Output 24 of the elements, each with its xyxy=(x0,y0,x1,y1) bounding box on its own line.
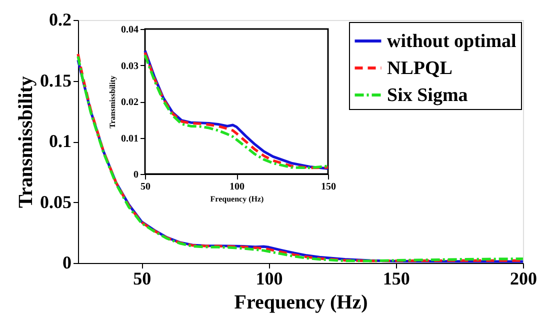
y-axis-title: Transmissbility xyxy=(15,76,37,208)
y-tick-label: 0 xyxy=(134,170,138,180)
y-tick-label: 0.03 xyxy=(121,60,138,72)
y-tick-label: 0.15 xyxy=(40,70,72,90)
x-tick-label: 200 xyxy=(510,268,537,288)
y-tick-label: 0.1 xyxy=(49,131,72,151)
y-tick-label: 0 xyxy=(62,252,72,272)
y-axis-title: Transmissbility xyxy=(108,76,117,128)
x-tick-label: 50 xyxy=(133,268,152,288)
x-axis-title: Frequency (Hz) xyxy=(234,292,368,314)
y-tick-label: 0.04 xyxy=(121,24,138,36)
legend-label: without optimal xyxy=(387,31,516,52)
legend-label: NLPQL xyxy=(387,58,452,79)
x-tick-label: 100 xyxy=(230,182,244,192)
x-tick-label: 150 xyxy=(382,268,410,288)
x-tick-label: 50 xyxy=(140,182,150,192)
x-axis-title: Frequency (Hz) xyxy=(210,194,264,204)
y-tick-label: 0.02 xyxy=(121,97,138,108)
y-tick-label: 0.01 xyxy=(121,133,138,144)
y-tick-label: 0.05 xyxy=(40,192,72,212)
legend-label: Six Sigma xyxy=(387,85,468,106)
x-tick-label: 100 xyxy=(256,268,283,288)
x-tick-label: 150 xyxy=(321,182,336,192)
y-tick-label: 0.2 xyxy=(49,10,72,30)
